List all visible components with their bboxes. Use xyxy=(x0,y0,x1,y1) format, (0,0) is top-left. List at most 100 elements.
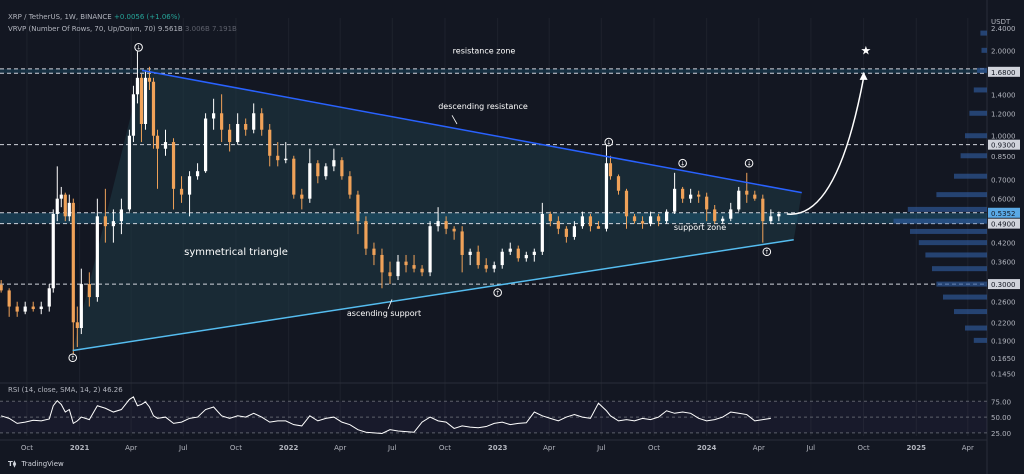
target-star-icon: ★ xyxy=(861,43,872,57)
candle-body xyxy=(348,176,352,195)
pivot-high-marker-icon xyxy=(604,137,614,147)
candle-body xyxy=(340,160,344,177)
candle-body xyxy=(179,188,184,195)
indicator-extra: 3.006B 7.191B xyxy=(184,25,237,33)
projection-curve xyxy=(786,77,865,215)
candle-body xyxy=(721,218,725,222)
candle-body xyxy=(95,216,99,298)
time-axis-label: Oct xyxy=(230,444,242,452)
candle-body xyxy=(608,163,613,177)
candle-body xyxy=(380,254,384,273)
price-axis-label: 2.4000 xyxy=(991,25,1016,33)
pivot-low-marker-icon-glyph: ↑ xyxy=(764,249,769,256)
price-axis-label: 1.4000 xyxy=(991,91,1016,99)
candle-body xyxy=(444,221,448,229)
candle-body xyxy=(777,213,781,217)
candle-body xyxy=(769,216,773,222)
candle-body xyxy=(572,226,576,237)
candle-body xyxy=(508,248,512,252)
price-axis-label: 0.3000 xyxy=(991,281,1016,289)
time-axis-label: 2022 xyxy=(279,444,299,452)
candle-body xyxy=(103,216,107,227)
price-axis-label: 0.2200 xyxy=(991,319,1016,327)
symbol-title[interactable]: XRP / TetherUS, 1W, BINANCE xyxy=(8,13,112,21)
time-axis-label: Apr xyxy=(753,444,765,452)
candle-body xyxy=(55,198,59,214)
candle-body xyxy=(71,202,75,323)
candle-body xyxy=(697,194,701,197)
symmetrical-triangle-label: symmetrical triangle xyxy=(184,247,288,258)
candle-body xyxy=(476,251,480,266)
candle-body xyxy=(308,163,312,199)
ascending-support-line[interactable] xyxy=(72,238,794,352)
candle-body xyxy=(171,142,176,189)
price-axis-label: 0.1900 xyxy=(991,337,1016,345)
price-axis-label: 2.0000 xyxy=(991,47,1016,55)
candle-body xyxy=(131,94,136,136)
candle-body xyxy=(648,216,653,224)
candle-body xyxy=(75,322,79,329)
volume-profile-bar xyxy=(954,309,987,315)
volume-profile-bar xyxy=(936,192,987,198)
candle-body xyxy=(588,216,593,227)
pivot-high-marker-icon xyxy=(678,158,687,168)
symbol-header[interactable]: XRP / TetherUS, 1W, BINANCE +0.0056 (+1.… xyxy=(8,13,180,21)
ascending-support-label: ascending support xyxy=(347,309,421,318)
candle-body xyxy=(616,176,621,191)
time-axis-label: Jul xyxy=(178,444,188,452)
price-axis-highlight xyxy=(988,218,1020,229)
pivot-low-marker-icon xyxy=(762,247,772,257)
pivot-high-marker-icon-glyph: ↓ xyxy=(606,139,611,146)
candle-body xyxy=(332,160,336,167)
candle-body xyxy=(524,254,528,259)
annotations-layer: ★ ↓ ↓ ↓ ↓ ↑ ↑ ↑ resistance zone descending resist… xyxy=(68,42,872,363)
candle-body xyxy=(187,176,192,195)
candle-body xyxy=(640,221,645,224)
indicator-value: 9.561B xyxy=(157,25,183,33)
volume-profile-bar xyxy=(965,325,987,331)
volume-profile-bar xyxy=(973,87,987,93)
candle-body xyxy=(284,158,288,161)
price-axis-label: 0.8500 xyxy=(991,153,1016,161)
candle-body xyxy=(412,265,416,269)
candle-body xyxy=(59,194,63,199)
volume-profile-bar xyxy=(969,110,987,116)
candle-body xyxy=(244,123,248,130)
candle-body xyxy=(111,221,115,227)
time-axis-label: 2023 xyxy=(488,444,508,452)
time-axis-label: 2025 xyxy=(907,444,927,452)
candle-body xyxy=(236,123,240,143)
candle-body xyxy=(0,284,3,291)
candle-body xyxy=(324,166,328,177)
price-axis-label: 0.9300 xyxy=(991,142,1016,150)
candle-body xyxy=(729,209,733,219)
candle-body xyxy=(468,251,472,255)
pivot-high-marker-icon-glyph: ↓ xyxy=(680,161,685,168)
volume-profile-bar xyxy=(918,240,987,246)
descending-resistance-line[interactable] xyxy=(141,69,802,194)
candle-body xyxy=(143,77,148,124)
price-axis-label: 0.2600 xyxy=(991,299,1016,307)
candle-body xyxy=(212,113,216,119)
resistance-zone-label: resistance zone xyxy=(453,46,516,55)
candle-body xyxy=(673,188,677,212)
candle-body xyxy=(252,113,256,130)
volume-profile-bar xyxy=(936,281,987,287)
candle-body xyxy=(364,221,368,249)
candle-body xyxy=(147,77,152,82)
rsi-header[interactable]: RSI (14, close, SMA, 14, 2) 46.26 xyxy=(8,386,123,394)
candle-body xyxy=(624,190,629,217)
indicator-title[interactable]: VRVP (Number Of Rows, 70, Up/Down, 70) xyxy=(8,25,156,33)
indicator-header[interactable]: VRVP (Number Of Rows, 70, Up/Down, 70) 9… xyxy=(8,25,237,33)
candle-body xyxy=(532,251,536,255)
axes-layer: 2.4000 2.0000 1.6800 1.4000 1.2000 1.00000.93… xyxy=(21,18,1020,452)
tradingview-logo[interactable]: 𝗧⧫ TradingView xyxy=(8,460,64,468)
price-axis-label: 0.4900 xyxy=(991,221,1016,229)
candle-body xyxy=(135,77,140,95)
volume-profile-bar xyxy=(965,133,987,139)
price-axis-highlight xyxy=(988,279,1020,290)
rsi-pane xyxy=(0,396,987,434)
pivot-low-marker-icon-glyph: ↑ xyxy=(70,355,75,362)
candle-body xyxy=(119,209,124,222)
